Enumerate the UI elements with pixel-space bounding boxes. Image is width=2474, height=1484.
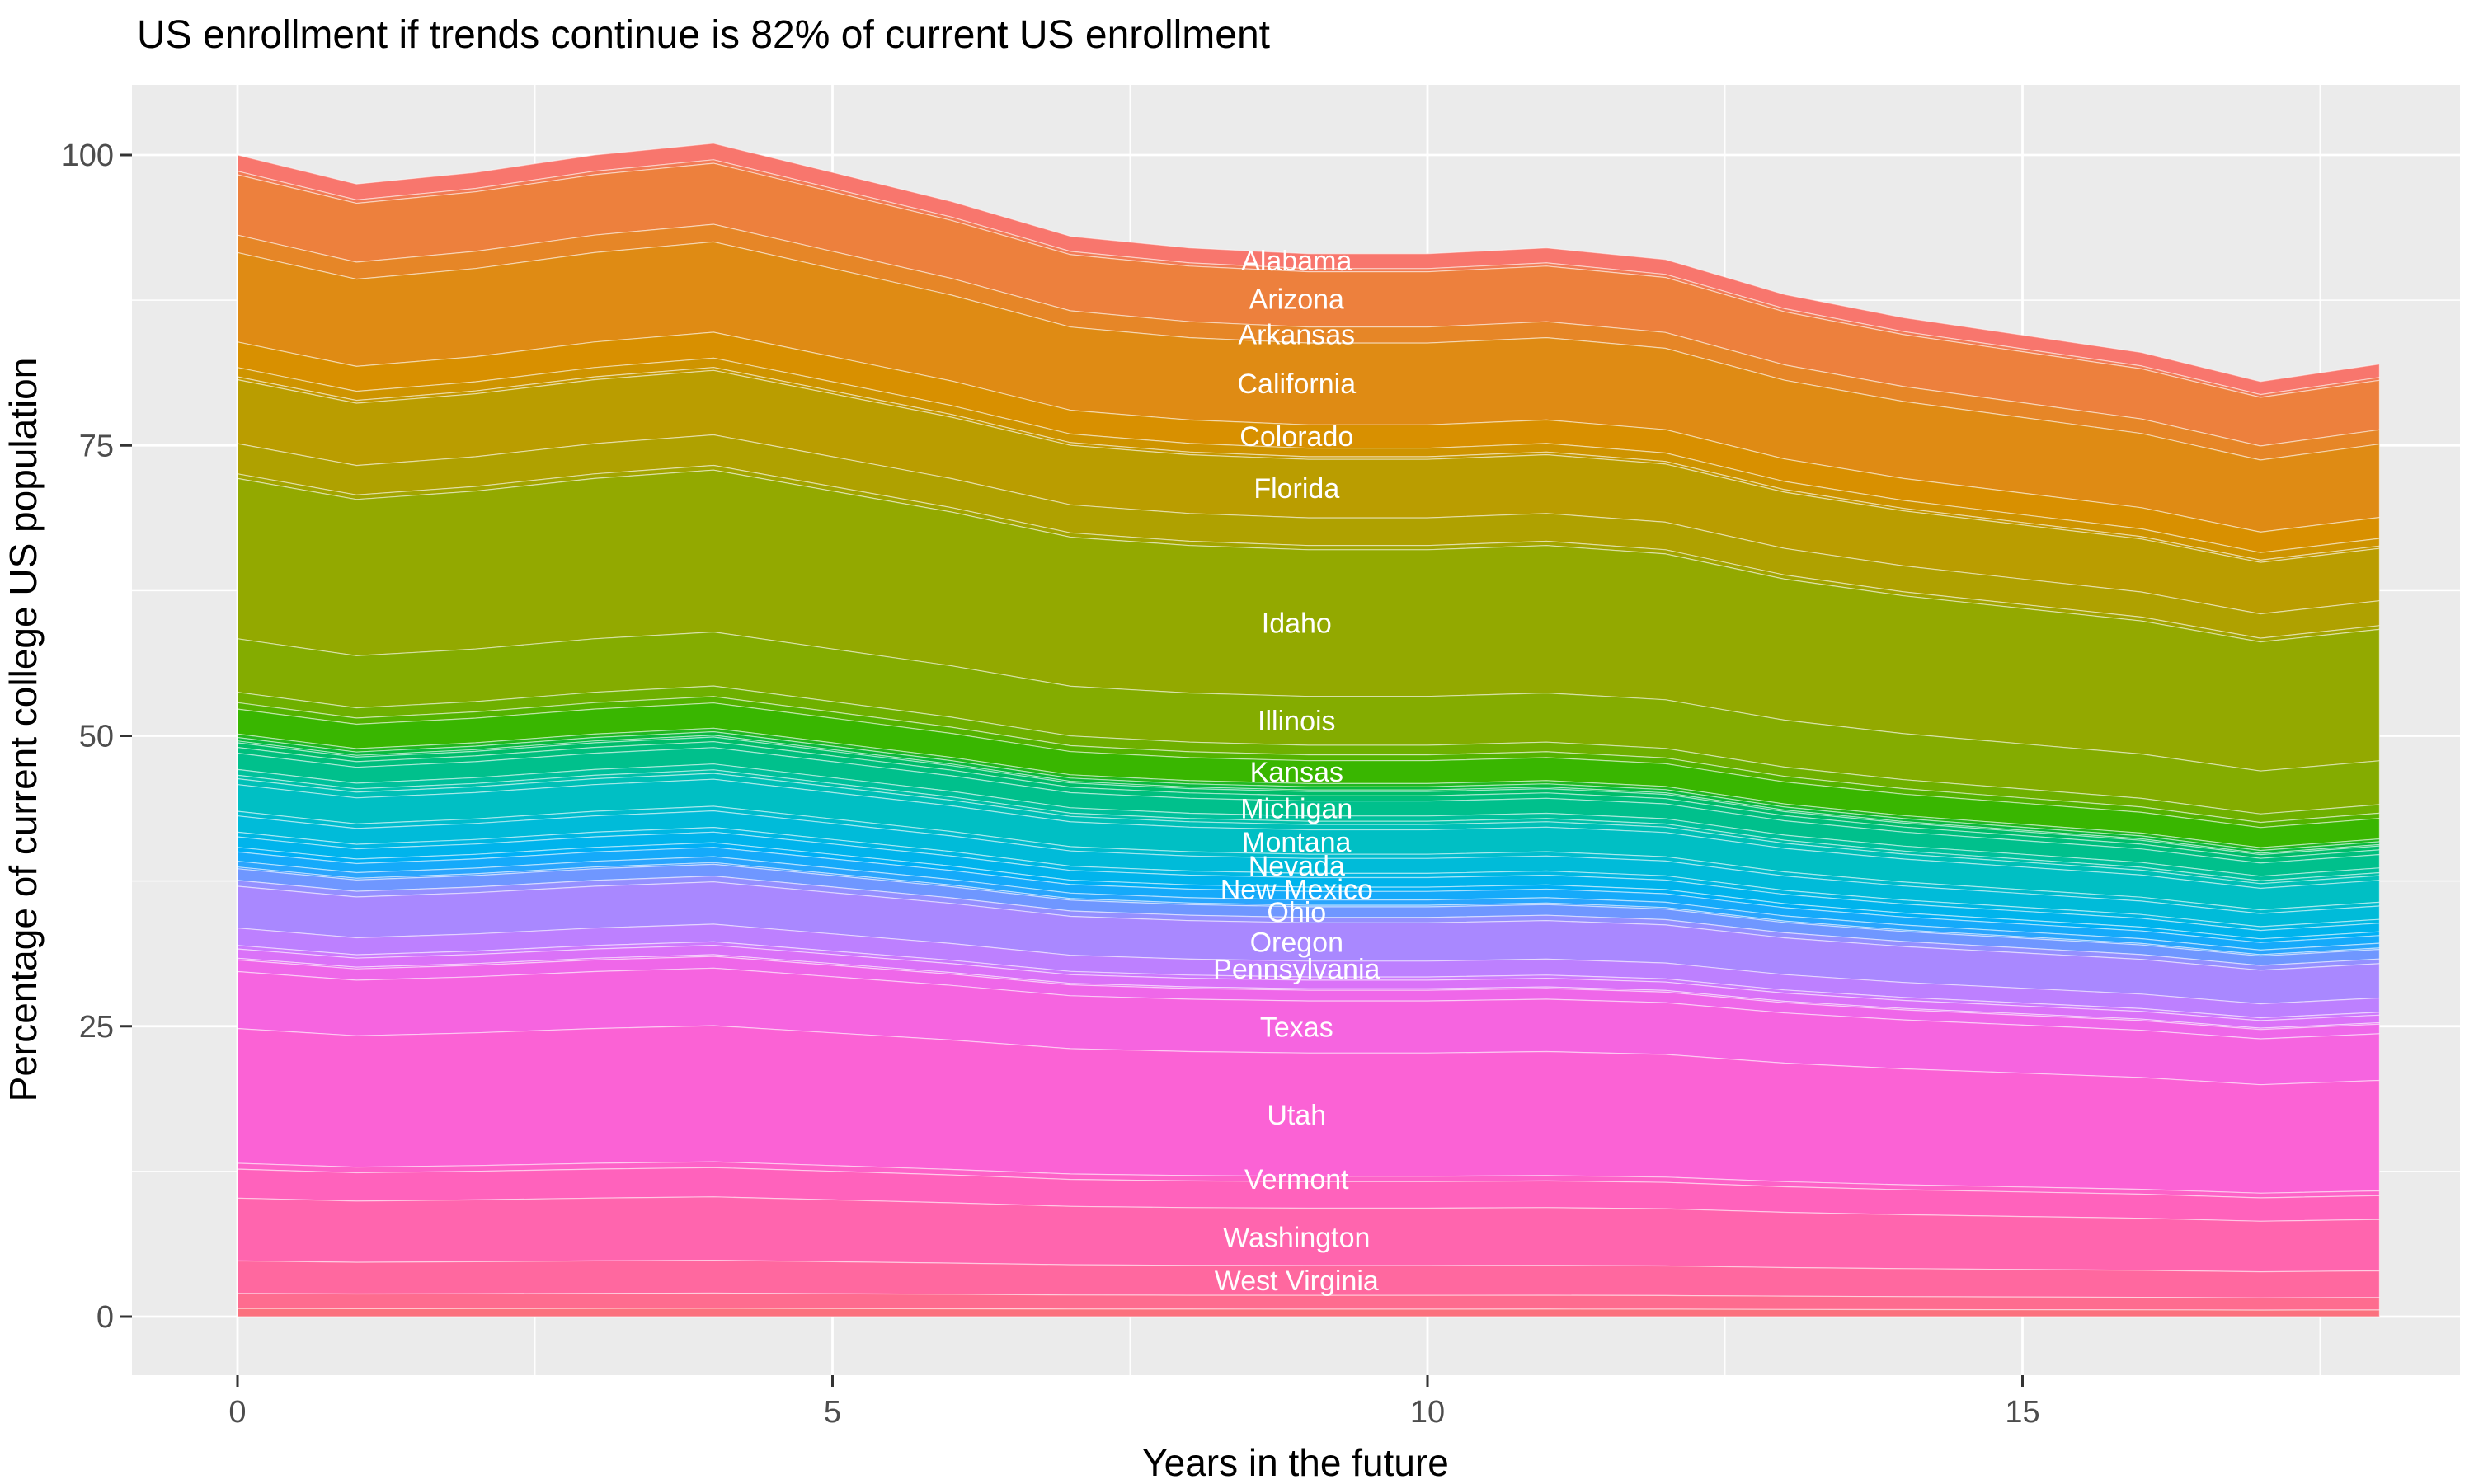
y-tick-label: 25 bbox=[79, 1010, 114, 1045]
area-wyoming bbox=[237, 1308, 2380, 1317]
y-tick-label: 0 bbox=[96, 1300, 114, 1335]
band-label-texas: Texas bbox=[1260, 1012, 1333, 1044]
band-label-ohio: Ohio bbox=[1267, 897, 1326, 928]
band-label-illinois: Illinois bbox=[1258, 706, 1335, 737]
band-label-oregon: Oregon bbox=[1250, 927, 1343, 958]
band-label-arkansas: Arkansas bbox=[1238, 320, 1355, 351]
x-tick-label: 10 bbox=[1410, 1395, 1445, 1430]
state-area-bands bbox=[237, 143, 2380, 1317]
band-label-idaho: Idaho bbox=[1262, 608, 1332, 639]
band-label-vermont: Vermont bbox=[1244, 1164, 1349, 1195]
y-axis-title: Percentage of current college US populat… bbox=[2, 358, 45, 1102]
y-tick-label: 100 bbox=[62, 139, 114, 173]
x-axis-title: Years in the future bbox=[1142, 1441, 1449, 1484]
axis-tick-marks bbox=[120, 153, 2024, 1387]
axis-tick-labels: 0 5 10 15 0 25 50 75 100 bbox=[62, 139, 2040, 1430]
band-label-kansas: Kansas bbox=[1250, 757, 1343, 788]
band-label-new-mexico: New Mexico bbox=[1221, 874, 1373, 905]
band-label-michigan: Michigan bbox=[1240, 793, 1352, 824]
band-label-utah: Utah bbox=[1267, 1100, 1326, 1131]
band-label-california: California bbox=[1237, 369, 1356, 400]
chart-title: US enrollment if trends continue is 82% … bbox=[137, 13, 1270, 57]
x-tick-label: 5 bbox=[824, 1395, 841, 1430]
band-label-colorado: Colorado bbox=[1239, 421, 1353, 453]
band-label-nevada: Nevada bbox=[1249, 851, 1345, 882]
band-label-arizona: Arizona bbox=[1249, 284, 1344, 316]
y-tick-label: 75 bbox=[79, 429, 114, 463]
band-label-pennsylvania: Pennsylvania bbox=[1213, 954, 1380, 985]
x-tick-label: 15 bbox=[2005, 1395, 2039, 1430]
y-tick-label: 50 bbox=[79, 720, 114, 754]
band-label-west-virginia: West Virginia bbox=[1215, 1266, 1379, 1297]
band-label-washington: Washington bbox=[1223, 1222, 1370, 1253]
state-band-labels: Alabama Arizona Arkansas California Colorado… bbox=[1213, 246, 1380, 1297]
band-label-alabama: Alabama bbox=[1241, 246, 1352, 277]
band-label-montana: Montana bbox=[1242, 827, 1351, 858]
x-tick-label: 0 bbox=[228, 1395, 246, 1430]
band-label-florida: Florida bbox=[1253, 473, 1339, 505]
